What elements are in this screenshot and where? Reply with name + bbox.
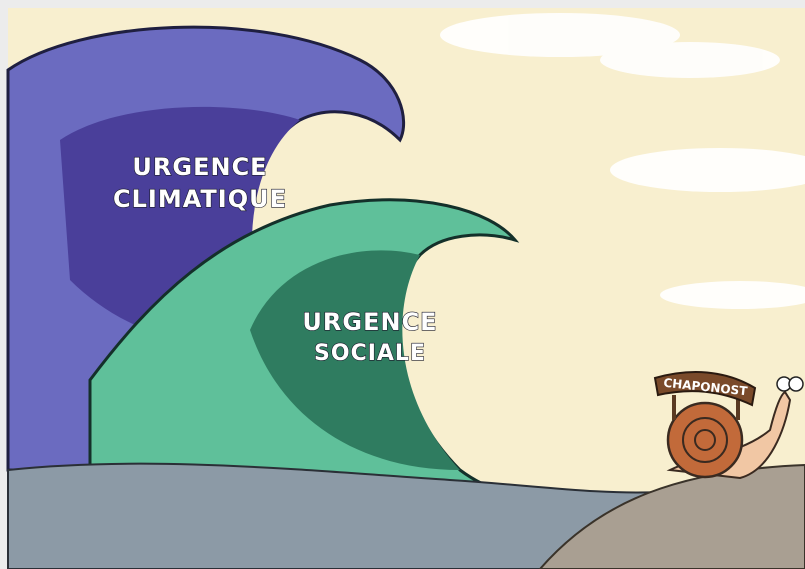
wave-label: SOCIALE: [314, 341, 426, 366]
wave-label: URGENCE: [132, 153, 267, 181]
cartoon: CHAPONOST URGENCE CLIMATIQUE URGENCE SOC…: [0, 0, 805, 569]
page: CHAPONOST URGENCE CLIMATIQUE URGENCE SOC…: [0, 0, 805, 569]
wave-label: URGENCE: [302, 308, 437, 336]
wave-label: CLIMATIQUE: [113, 185, 287, 213]
